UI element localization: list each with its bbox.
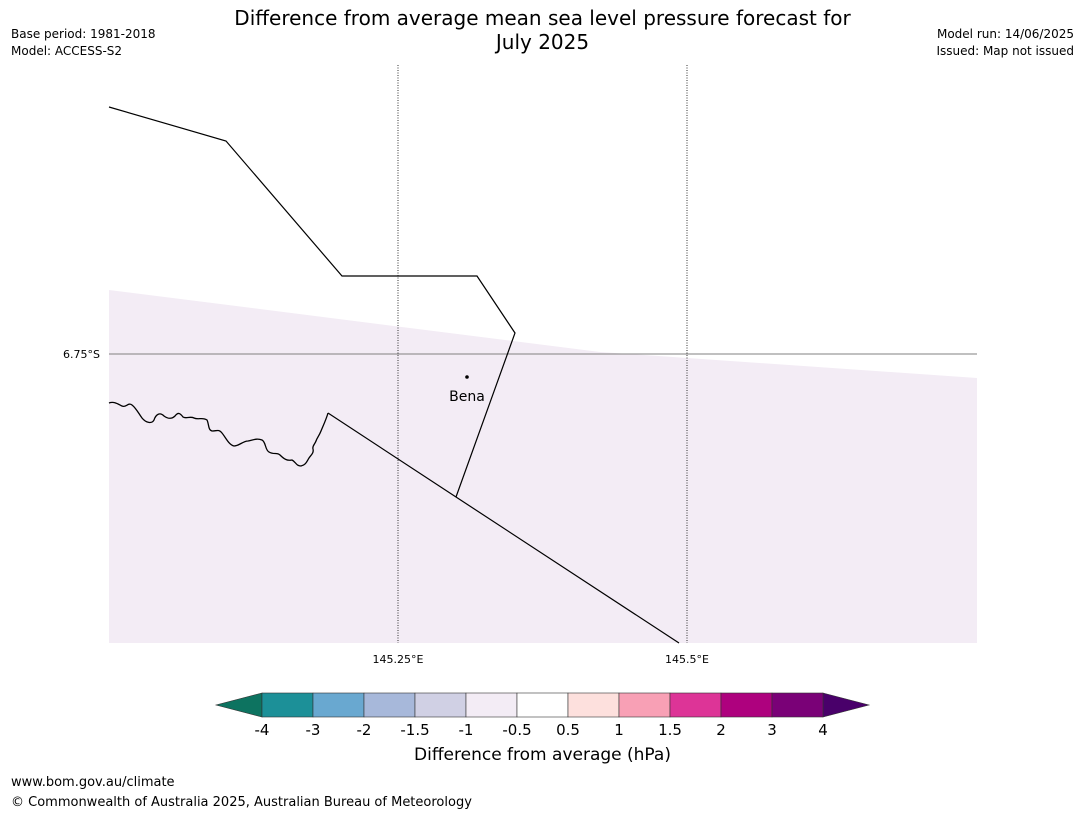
colorbar-tick-label: -1 [459,721,474,739]
colorbar-extend-high [822,692,871,718]
footer-url[interactable]: www.bom.gov.au/climate [11,775,175,790]
colorbar-tick-label: 0.5 [556,721,580,739]
base-period: Base period: 1981-2018 [11,27,156,41]
colorbar-tick-label: 3 [767,721,777,739]
colorbar-tick-label: -2 [357,721,372,739]
colorbar-tick-label: -0.5 [502,721,531,739]
model-run: Model run: 14/06/2025 [936,27,1074,41]
footer-copyright: © Commonwealth of Australia 2025, Austra… [11,795,472,810]
colorbar-bin [720,692,773,718]
boundary-line-south [327,412,680,644]
colorbar-bin [414,692,467,718]
colorbar-tick-label: -1.5 [400,721,429,739]
coastline [108,401,329,467]
lon-label-2: 145.5°E [665,653,709,666]
colorbar-bin [516,692,569,718]
colorbar-bin [618,692,671,718]
issued-status: Issued: Map not issued [936,44,1074,58]
colorbar-bin [465,692,518,718]
colorbar-tick-label: 1.5 [658,721,682,739]
colorbar-tick-label: -4 [255,721,270,739]
colorbar-bin [669,692,722,718]
meta-left: Base period: 1981-2018 Model: ACCESS-S2 [11,26,156,60]
colorbar-bin [567,692,620,718]
map-area: Bena 6.75°S 145.25°E 145.5°E [63,65,977,666]
colorbar-label: Difference from average (hPa) [414,745,671,765]
colorbar-bin [363,692,416,718]
colorbar-bin [312,692,365,718]
anomaly-fill-region [109,290,977,643]
colorbar-extend-low [214,692,263,718]
colorbar-tick-label: 2 [716,721,726,739]
colorbar: -4 -3 -2 -1.5 -1 -0.5 0.5 1 1.5 2 3 4 [214,692,871,739]
colorbar-bin [771,692,824,718]
colorbar-tick-label: 4 [818,721,828,739]
colorbar-tick-label: -3 [306,721,321,739]
model-name: Model: ACCESS-S2 [11,44,123,58]
bena-label: Bena [449,389,485,405]
title-line-1: Difference from average mean sea level p… [234,6,851,30]
bena-marker [465,375,469,379]
title-line-2: July 2025 [495,30,590,54]
colorbar-bin [261,692,314,718]
colorbar-tick-label: 1 [614,721,624,739]
lat-label: 6.75°S [63,348,100,361]
boundary-line-north [108,106,516,498]
meta-right: Model run: 14/06/2025 Issued: Map not is… [936,26,1074,60]
lon-label-1: 145.25°E [373,653,424,666]
map-title: Difference from average mean sea level p… [200,6,885,54]
